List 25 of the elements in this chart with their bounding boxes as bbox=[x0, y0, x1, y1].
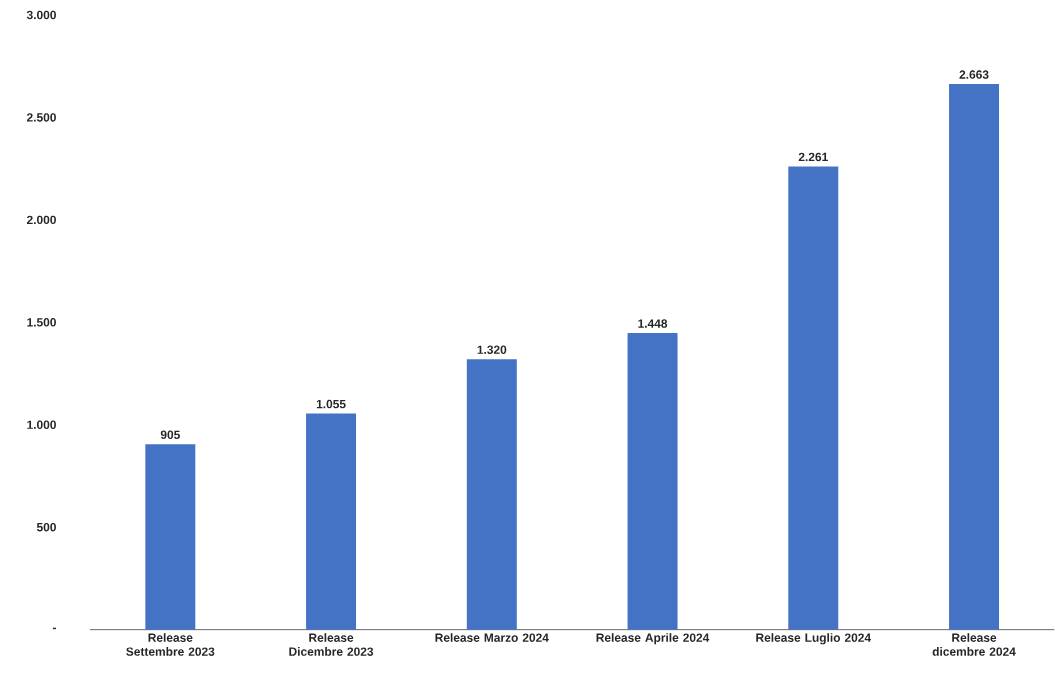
bar bbox=[466, 359, 517, 630]
x-tick-label: Release Settembre 2023 bbox=[126, 633, 215, 657]
data-label: 1.055 bbox=[316, 400, 346, 409]
data-label: 1.448 bbox=[638, 319, 668, 328]
bar bbox=[145, 444, 196, 630]
bar bbox=[306, 413, 357, 630]
bar bbox=[788, 166, 839, 630]
x-tick-label: Release Dicembre 2023 bbox=[289, 633, 374, 657]
y-tick-label: 2.500 bbox=[26, 113, 56, 122]
bar bbox=[627, 333, 678, 630]
x-tick-label: Release Marzo 2024 bbox=[435, 633, 549, 643]
x-tick-label: Release Luglio 2024 bbox=[756, 633, 871, 645]
data-label: 2.261 bbox=[798, 152, 828, 162]
data-label: 2.663 bbox=[959, 70, 989, 80]
y-tick-label: 500 bbox=[36, 523, 56, 532]
data-label: 905 bbox=[160, 430, 180, 440]
y-tick-label: 3.000 bbox=[26, 10, 56, 20]
x-tick-label: Release dicembre 2024 bbox=[932, 633, 1016, 657]
data-label: 1.320 bbox=[477, 345, 507, 355]
y-tick-label: 2.000 bbox=[26, 215, 56, 225]
x-tick-label: Release Aprile 2024 bbox=[596, 633, 710, 645]
y-tick-label: 1.500 bbox=[27, 318, 56, 327]
bar bbox=[949, 84, 1000, 630]
y-tick-label: - bbox=[52, 627, 56, 630]
y-tick-label: 1.000 bbox=[27, 420, 56, 430]
